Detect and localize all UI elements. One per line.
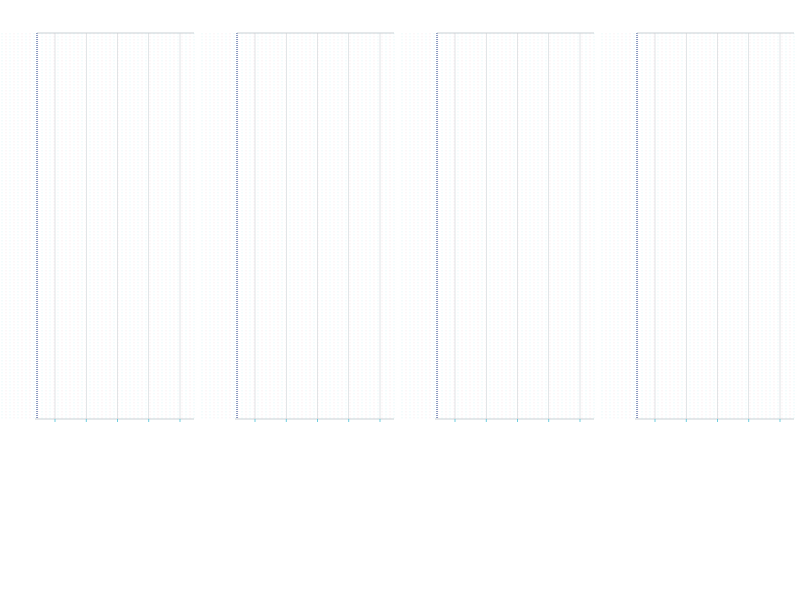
grid-lines [1, 33, 195, 419]
chart-panel-4 [601, 32, 795, 422]
grid-lines [601, 33, 795, 419]
chart-panel-1 [1, 32, 195, 422]
chart-panel-3 [401, 32, 595, 422]
grid-lines [401, 33, 595, 419]
grid-lines [201, 33, 395, 419]
chart-panel-2 [201, 32, 395, 422]
